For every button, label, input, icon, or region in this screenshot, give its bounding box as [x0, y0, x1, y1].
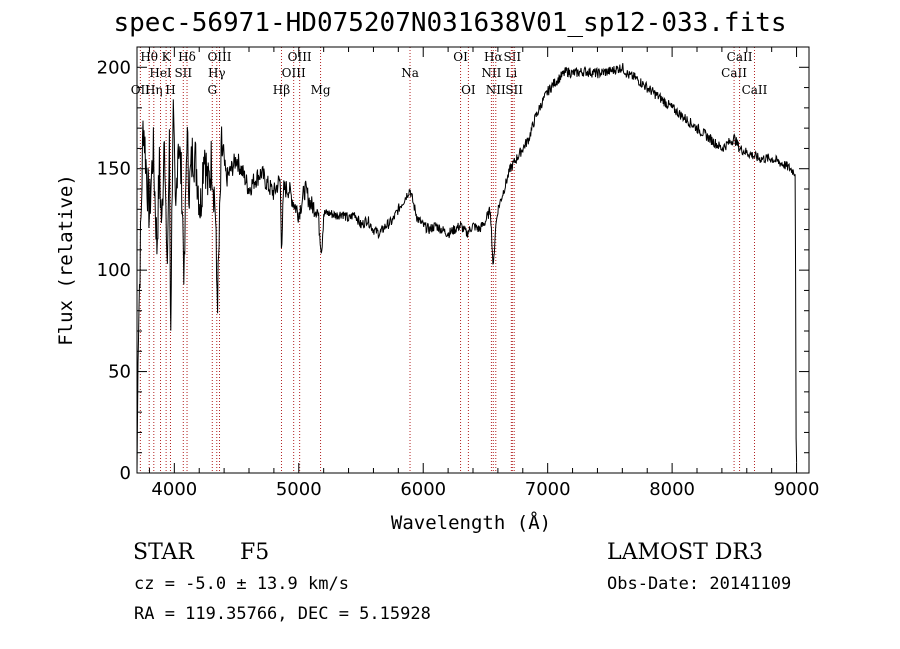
y-tick-label: 200 [97, 57, 131, 78]
line-marker-label: OI [461, 83, 476, 97]
redshift-cz: cz = -5.0 ± 13.9 km/s [134, 574, 349, 594]
line-marker-label: Hθ [140, 50, 158, 64]
line-marker-label: CaII [721, 66, 747, 80]
line-marker-label: NII [481, 66, 501, 80]
ra-dec: RA = 119.35766, DEC = 5.15928 [134, 604, 431, 624]
y-tick-label: 100 [97, 260, 131, 281]
x-tick-label: 4000 [151, 479, 197, 500]
line-marker-label: Na [401, 66, 419, 80]
line-marker-label: SII [174, 66, 192, 80]
line-marker-label: OI [453, 50, 468, 64]
y-tick-label: 0 [120, 463, 131, 484]
line-marker-label: OIII [288, 50, 312, 64]
line-marker-label: Hβ [273, 83, 290, 97]
line-marker-label: SII [503, 50, 521, 64]
line-marker-label: OIII [207, 50, 231, 64]
spectral-subclass: F5 [240, 540, 270, 565]
line-marker-label: OIII [282, 66, 306, 80]
obs-date: Obs-Date: 20141109 [607, 574, 792, 594]
x-tick-label: 7000 [525, 479, 571, 500]
survey-name: LAMOST DR3 [607, 540, 763, 565]
line-markers: OII Hθ Hη HeI K H SII Hδ G Hγ OIII Hβ OIII OIII Mg Na OI… [131, 47, 768, 473]
line-marker-label: G [207, 83, 217, 97]
line-marker-label: HeI [149, 66, 172, 80]
line-marker-label: SII [505, 83, 523, 97]
spectrum-chart: OII Hθ Hη HeI K H SII Hδ G Hγ OIII Hβ OIII OIII Mg Na OI… [55, 46, 820, 534]
line-marker-label: Mg [311, 83, 331, 97]
line-marker-label: K [162, 50, 172, 64]
line-marker-label: Li [505, 66, 517, 80]
x-tick-label: 6000 [400, 479, 446, 500]
line-marker-label: OII [131, 83, 151, 97]
y-tick-label: 50 [108, 362, 131, 383]
y-tick-label: 150 [97, 159, 131, 180]
plot-frame [136, 46, 810, 474]
line-marker-label: Hγ [208, 66, 226, 80]
chart-title: spec-56971-HD075207N031638V01_sp12-033.f… [113, 8, 787, 38]
line-marker-label: NII [486, 83, 506, 97]
x-tick-label: 8000 [649, 479, 695, 500]
y-axis-label: Flux (relative) [55, 174, 77, 346]
x-tick-label: 5000 [276, 479, 322, 500]
x-tick-label: 9000 [774, 479, 820, 500]
spectrum-line [136, 63, 798, 474]
line-marker-label: Hα [484, 50, 503, 64]
line-marker-label: CaII [742, 83, 768, 97]
line-marker-label: Hδ [178, 50, 196, 64]
line-marker-label: Hη [145, 83, 163, 97]
object-class: STAR [133, 540, 194, 565]
line-marker-label: H [165, 83, 175, 97]
x-axis-label: Wavelength (Å) [391, 511, 551, 534]
line-marker-label: CaII [727, 50, 753, 64]
axis-ticks: 4000 5000 6000 7000 8000 9000 0 50 100 150 200 [97, 47, 820, 500]
